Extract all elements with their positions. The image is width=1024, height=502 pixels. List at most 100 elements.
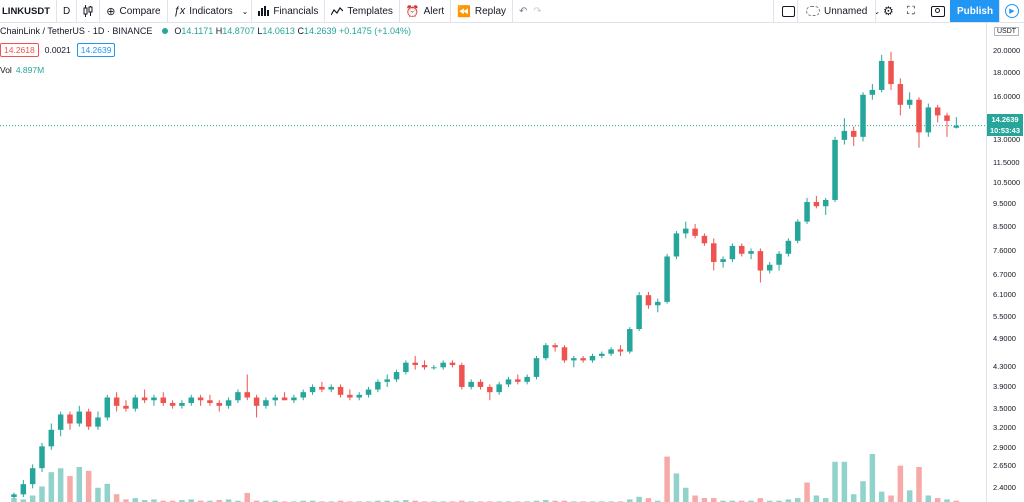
axis-tick: 13.0000 (993, 135, 1021, 144)
volume-bar (804, 482, 810, 502)
candle (281, 392, 288, 401)
currency-button[interactable]: USDT (994, 27, 1020, 36)
volume-bar (860, 481, 866, 502)
candle (328, 384, 334, 393)
candle (888, 51, 894, 90)
volume-bar (543, 500, 549, 502)
price-axis[interactable] (986, 23, 1024, 502)
indicators-dropdown-button[interactable]: ⌄ (239, 0, 252, 22)
candle (916, 97, 922, 148)
layout-square-icon (782, 5, 795, 17)
volume-bar (48, 472, 55, 502)
candle (645, 291, 652, 309)
volume-bar (832, 461, 838, 502)
indicators-button[interactable]: ƒx Indicators (168, 0, 239, 22)
candle (552, 343, 558, 352)
countdown-label: 10:53:43 (987, 125, 1023, 136)
candle (953, 117, 960, 129)
layout-name-button[interactable]: Unnamed ⌄ (800, 0, 886, 22)
axis-tick: 8.5000 (993, 222, 1016, 231)
candle (524, 374, 530, 385)
volume-bar (692, 495, 698, 502)
templates-button[interactable]: Templates (325, 0, 399, 22)
play-icon: ▶ (1005, 4, 1019, 18)
candle (48, 423, 55, 450)
volume-bar (636, 496, 642, 502)
candle (748, 248, 754, 260)
candle (561, 345, 568, 363)
close-value: 14.2639 (303, 26, 337, 36)
candle (487, 384, 493, 401)
candle (113, 392, 120, 412)
candle (477, 379, 484, 390)
volume-bar (300, 500, 306, 502)
open-label: O (174, 26, 182, 36)
undo-button[interactable]: ↶ (513, 0, 533, 22)
alert-button[interactable]: ⏰ Alert (400, 0, 450, 22)
high-value: 14.8707 (222, 26, 255, 36)
open-value: 14.1171 (181, 26, 214, 36)
financials-button[interactable]: Financials (252, 0, 324, 22)
candle (925, 103, 932, 137)
volume-bar (85, 470, 92, 502)
volume-label: Vol (0, 65, 12, 75)
volume-bar (794, 498, 801, 502)
expand-icon: ⛶ (907, 4, 915, 17)
axis-tick: 2.4000 (993, 483, 1016, 492)
candle (785, 238, 792, 257)
change-value: +0.1475 (+1.04%) (339, 26, 412, 36)
candle (533, 355, 540, 380)
low-value: 14.0613 (262, 26, 295, 36)
candle (347, 389, 353, 401)
volume-bar (253, 500, 260, 502)
interval-button[interactable]: D (63, 5, 71, 17)
settings-button[interactable]: ⚙ (877, 0, 900, 22)
symbol-title[interactable]: ChainLink / TetherUS · 1D · BINANCE (0, 26, 153, 36)
candle (263, 397, 269, 409)
chart-legend: ChainLink / TetherUS · 1D · BINANCE O 14.… (0, 26, 411, 36)
fullscreen-button[interactable]: ⛶ (901, 0, 921, 22)
sell-price-button[interactable]: 14.2618 (0, 43, 39, 57)
candle (673, 230, 680, 260)
volume-bar (673, 473, 680, 502)
volume-bar (67, 476, 73, 502)
candle (897, 78, 904, 116)
toolbar-divider (773, 0, 774, 22)
indicators-label: Indicators (189, 5, 233, 17)
compare-button[interactable]: ⊕ Compare (100, 0, 166, 22)
volume-bar (57, 468, 64, 502)
redo-button[interactable]: ↷ (533, 0, 547, 22)
gear-icon: ⚙ (883, 4, 894, 18)
snapshot-button[interactable] (925, 0, 951, 22)
templates-icon (331, 7, 344, 16)
candle (319, 381, 325, 393)
volume-bar (813, 495, 820, 502)
volume-bar (188, 499, 195, 502)
volume-bar (384, 500, 390, 502)
candle (841, 118, 848, 145)
toolbar-divider (76, 0, 78, 22)
buy-price-button[interactable]: 14.2639 (76, 43, 116, 57)
volume-bar (953, 500, 960, 502)
candle (822, 197, 829, 215)
candle (57, 411, 64, 437)
candle (459, 362, 465, 390)
play-button[interactable]: ▶ (999, 0, 1024, 22)
candle (766, 261, 773, 274)
volume-bar (11, 498, 17, 502)
axis-tick: 6.7000 (993, 270, 1016, 279)
toolbar-divider (450, 0, 452, 22)
replay-button[interactable]: ⏪ Replay (451, 0, 512, 22)
candle (160, 392, 167, 406)
candle (944, 112, 950, 137)
fullscreen-layout-button[interactable] (776, 0, 801, 22)
chart-type-button[interactable] (77, 0, 99, 22)
volume-bar (720, 500, 726, 502)
candle (813, 195, 820, 209)
price-chart[interactable] (0, 23, 986, 502)
symbol-search-button[interactable]: LINKUSDT (2, 5, 51, 17)
candle (421, 360, 428, 370)
publish-button[interactable]: Publish (950, 0, 1000, 22)
candle (197, 394, 204, 406)
volume-value: 4.897M (15, 65, 45, 75)
